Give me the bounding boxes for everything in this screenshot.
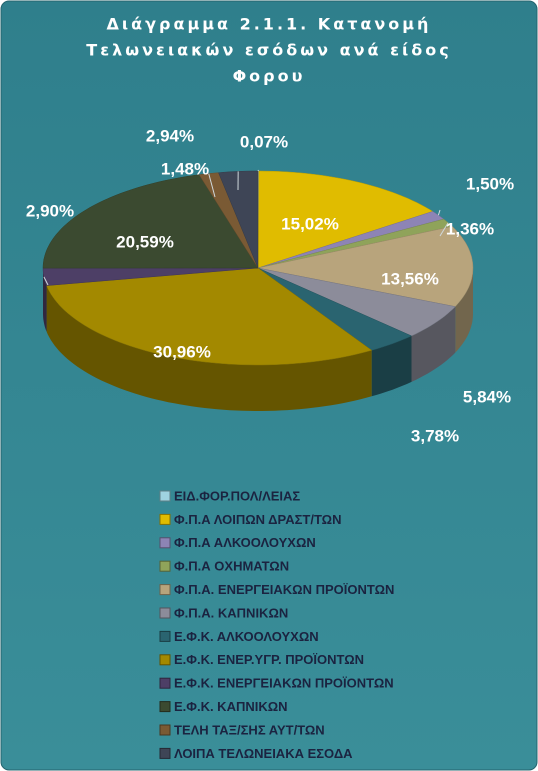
data-label: 2,94%	[146, 126, 194, 145]
leader-line	[208, 173, 216, 198]
legend-swatch	[159, 607, 171, 619]
data-label: 0,07%	[240, 132, 288, 151]
data-label: 13,56%	[381, 269, 439, 288]
slice	[257, 226, 474, 307]
slice	[42, 174, 259, 269]
legend-label: ΛΟΙΠΑ ΤΕΛΩΝΕΙΑΚΑ ΕΣΟΔΑ	[174, 746, 353, 761]
legend-label: Φ.Π.Α ΛΟΙΠΩΝ ΔΡΑΣΤ/ΤΩΝ	[174, 512, 341, 527]
legend-label: Φ.Π.Α ΟΧΗΜΑΤΩΝ	[174, 559, 289, 574]
slice	[42, 267, 259, 286]
legend-swatch	[159, 677, 171, 689]
legend-label: Ε.Φ.Κ. ΕΝΕΡΓΕΙΑΚΩΝ ΠΡΟΪΟΝΤΩΝ	[174, 676, 394, 691]
legend-swatch	[159, 654, 171, 666]
data-label: 1,36%	[446, 219, 494, 238]
legend-label: Φ.Π.Α. ΚΑΠΝΙΚΩΝ	[174, 605, 288, 620]
leader-line	[439, 222, 449, 237]
data-label: 1,50%	[466, 174, 514, 193]
legend-swatch	[159, 701, 171, 713]
slice	[46, 267, 373, 366]
legend-swatch	[159, 724, 171, 736]
legend-label: Ε.Φ.Κ. ΑΛΚΟΟΛΟΥΧΩΝ	[174, 629, 319, 644]
slice-side	[455, 268, 473, 353]
legend-swatch	[159, 537, 171, 549]
data-label: 2,90%	[26, 201, 74, 220]
data-label: 30,96%	[153, 342, 211, 361]
chart-title: Φορου	[233, 67, 306, 86]
slice	[257, 267, 413, 351]
slice-side	[411, 306, 456, 382]
legend-swatch	[159, 584, 171, 596]
data-label: 15,02%	[281, 214, 339, 233]
leader-line	[43, 276, 49, 286]
legend-label: Ε.Φ.Κ. ΚΑΠΝΙΚΩΝ	[174, 699, 288, 714]
legend-swatch	[159, 630, 171, 642]
legend-label: Ε.Φ.Κ. ΕΝΕΡ.ΥΓΡ. ΠΡΟΪΟΝΤΩΝ	[174, 652, 364, 667]
slice-side	[371, 335, 412, 397]
slice	[218, 170, 259, 269]
data-label: 1,48%	[161, 159, 209, 178]
legend-swatch	[159, 513, 171, 525]
legend-label: Φ.Π.Α ΑΛΚΟΟΛΟΥΧΩΝ	[174, 535, 316, 550]
legend-swatch	[159, 747, 171, 759]
slice	[257, 170, 434, 269]
chart-title: Διάγραμμα 2.1.1. Κατανομή	[107, 15, 432, 34]
data-label: 5,84%	[463, 387, 511, 406]
data-label: 3,78%	[411, 426, 459, 445]
legend-label: Φ.Π.Α. ΕΝΕΡΓΕΙΑΚΩΝ ΠΡΟΪΟΝΤΩΝ	[174, 582, 394, 597]
slice	[257, 267, 456, 337]
legend-label: ΕΙΔ.ΦΟΡ.ΠΟΛ/ΛΕΙΑΣ	[174, 488, 300, 503]
legend-label: ΤΕΛΗ ΤΑΞ/ΣΗΣ ΑΥΤ/ΤΩΝ	[174, 722, 325, 737]
legend-swatch	[159, 490, 171, 502]
slice-side	[46, 285, 372, 411]
chart-title: Τελωνειακών εσόδων ανά είδος	[86, 41, 451, 60]
legend-swatch	[159, 560, 171, 572]
leader-line	[437, 209, 441, 216]
data-label: 20,59%	[116, 232, 174, 251]
